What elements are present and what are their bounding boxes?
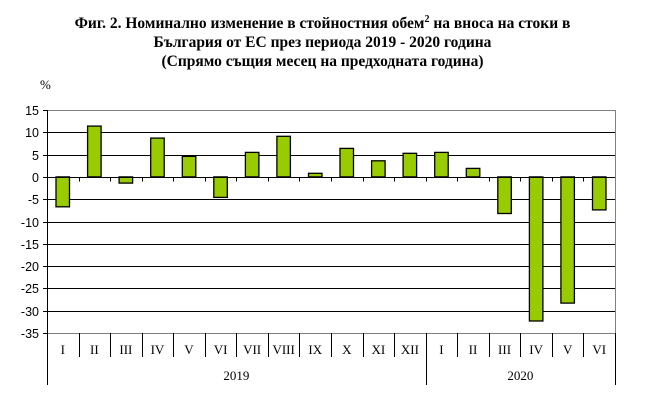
month-label: VIII [272,342,294,357]
y-tick-label: -25 [21,282,39,296]
month-label: VI [592,342,606,357]
month-label: V [184,342,194,357]
bar [560,176,576,304]
bar [497,176,512,215]
y-tick-label: 10 [25,126,39,140]
bars [55,125,607,322]
bar [591,176,607,211]
month-label: I [439,342,443,357]
month-label: III [498,342,511,357]
y-tick-label: 5 [32,149,39,163]
bar [339,147,355,178]
month-label: IV [529,342,543,357]
bar [181,155,197,178]
bar [528,176,544,322]
year-group-label: 2019 [223,368,249,383]
chart-subtitle: (Спрямо същия месец на предходната годин… [161,53,484,70]
bar [55,176,71,208]
month-label: VI [214,342,228,357]
bar [465,167,481,178]
y-tick-label: -35 [21,327,39,341]
chart-title-line-2: България от ЕС през периода 2019 - 2020 … [153,34,492,51]
y-tick-label: -30 [21,305,39,319]
month-label: XI [371,342,385,357]
bar [434,151,449,178]
month-label: V [563,342,573,357]
y-tick-label: -20 [21,260,39,274]
month-label: XII [401,342,419,357]
footnote-superscript: 2 [424,13,430,25]
y-tick-label: -10 [21,216,39,230]
month-label: II [90,342,99,357]
bar [213,176,228,199]
y-axis-unit-label: % [40,77,51,92]
bar [307,172,323,178]
chart-title-line-1: Фиг. 2. Номинално изменение в стойностни… [74,13,571,32]
y-tick-label: 15 [25,104,39,118]
bar [86,125,102,178]
bar [370,160,386,178]
month-label: IX [308,342,322,357]
month-label: IV [151,342,165,357]
y-tick-label: -5 [28,193,39,207]
bar [402,152,418,178]
y-tick-label: -15 [21,238,39,252]
bar [276,135,292,178]
gridlines [47,110,615,334]
y-tick-label: 0 [32,171,39,185]
month-label: II [469,342,478,357]
month-label: III [119,342,132,357]
bar [118,176,134,184]
month-label: VII [243,342,261,357]
month-label: I [61,342,65,357]
year-group-label: 2020 [507,368,533,383]
bar [244,151,260,178]
chart-title: Фиг. 2. Номинално изменение в стойностни… [0,14,645,71]
bar [150,137,165,178]
month-label: X [342,342,352,357]
axes [43,110,616,385]
